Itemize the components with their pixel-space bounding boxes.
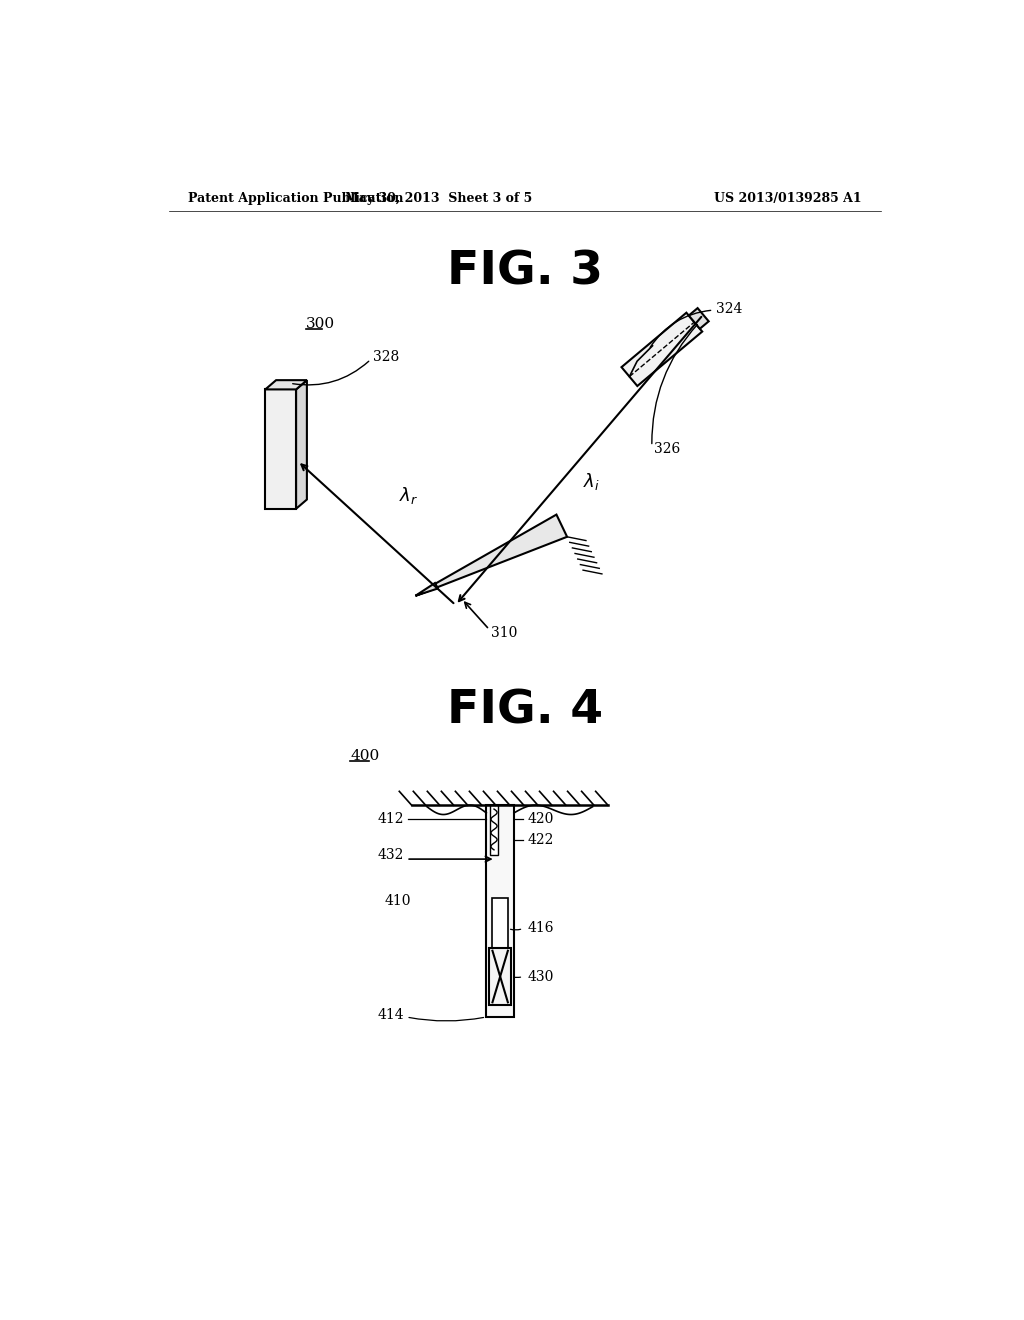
Bar	[490, 805, 498, 855]
Bar	[493, 898, 508, 960]
Text: 414: 414	[377, 1007, 403, 1022]
Text: 412: 412	[378, 812, 403, 826]
Polygon shape	[296, 380, 307, 508]
Text: 420: 420	[527, 812, 554, 826]
Text: 416: 416	[527, 921, 554, 936]
Text: 328: 328	[373, 350, 399, 364]
Text: 324: 324	[716, 301, 742, 315]
Polygon shape	[622, 313, 702, 385]
Polygon shape	[265, 380, 307, 389]
Polygon shape	[265, 389, 296, 508]
Text: 430: 430	[527, 969, 554, 983]
Text: 300: 300	[306, 317, 335, 331]
Text: 432: 432	[378, 849, 403, 862]
Text: 422: 422	[527, 833, 554, 847]
Text: FIG. 3: FIG. 3	[446, 249, 603, 294]
Text: $\lambda_r$: $\lambda_r$	[398, 486, 418, 506]
Text: May 30, 2013  Sheet 3 of 5: May 30, 2013 Sheet 3 of 5	[345, 191, 532, 205]
Text: FIG. 4: FIG. 4	[446, 689, 603, 734]
Text: $\lambda_i$: $\lambda_i$	[584, 471, 600, 492]
Bar	[489, 948, 511, 1006]
Bar	[486, 805, 514, 1016]
Text: 310: 310	[490, 626, 517, 640]
Polygon shape	[689, 308, 709, 329]
Polygon shape	[416, 515, 567, 595]
Text: Patent Application Publication: Patent Application Publication	[188, 191, 403, 205]
Text: 326: 326	[654, 442, 680, 457]
Polygon shape	[416, 583, 437, 595]
Text: US 2013/0139285 A1: US 2013/0139285 A1	[715, 191, 862, 205]
Text: 400: 400	[350, 748, 379, 763]
Text: 410: 410	[385, 895, 412, 908]
